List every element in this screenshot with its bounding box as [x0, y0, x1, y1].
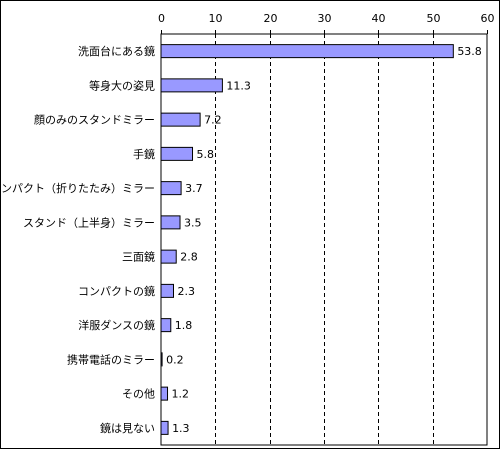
- category-label: 顔のみのスタンドミラー: [34, 113, 155, 127]
- x-tick-label: 0: [158, 12, 165, 25]
- axis-layer: 0 10 20 30 40 50 60: [158, 12, 495, 446]
- x-tick-label: 40: [372, 12, 386, 25]
- grid-layer: [215, 34, 434, 445]
- value-label: 2.3: [177, 285, 195, 298]
- bar: [160, 386, 169, 401]
- value-label: 0.2: [166, 353, 184, 366]
- bar: [160, 181, 182, 196]
- value-label: 2.8: [180, 251, 198, 264]
- bar: [160, 249, 177, 264]
- x-tick-label: 50: [427, 12, 441, 25]
- category-label: スタンド（上半身）ミラー: [23, 215, 155, 229]
- category-label: 手鏡: [133, 147, 155, 161]
- category-label: その他: [122, 388, 155, 401]
- bar: [160, 146, 194, 161]
- bar: [160, 283, 174, 298]
- bar: [160, 44, 454, 59]
- bar: [160, 318, 172, 333]
- x-tick-label: 10: [209, 12, 223, 25]
- x-tick-label: 30: [318, 12, 332, 25]
- category-label: コンパクトの鏡: [78, 284, 155, 298]
- category-label: 洗面台にある鏡: [78, 44, 155, 58]
- bar-layer: [160, 44, 454, 435]
- bar: [160, 78, 223, 93]
- value-label: 3.5: [184, 216, 202, 229]
- x-tick-label: 60: [481, 12, 495, 25]
- category-label: 等身大の姿見: [89, 78, 155, 92]
- label-layer: 洗面台にある鏡 53.8 等身大の姿見 11.3 顔のみのスタンドミラー 7.2 手鏡 5.8…: [0, 44, 482, 435]
- bar: [160, 420, 169, 435]
- bar: [160, 112, 201, 127]
- value-label: 1.3: [172, 422, 190, 435]
- value-label: 1.2: [172, 388, 190, 401]
- category-label: 鏡は見ない: [100, 421, 155, 435]
- value-label: 11.3: [226, 79, 251, 92]
- value-label: 1.8: [175, 319, 193, 332]
- category-label: 三面鏡: [122, 250, 155, 264]
- value-label: 53.8: [457, 45, 482, 58]
- category-label: 携帯電話のミラー: [67, 352, 155, 366]
- bar: [160, 215, 181, 230]
- value-label: 5.8: [197, 148, 215, 161]
- category-label: コンパクト（折りたたみ）ミラー: [1, 181, 155, 195]
- category-label: 洋服ダンスの鏡: [78, 318, 155, 332]
- value-label: 7.2: [204, 114, 222, 127]
- value-label: 3.7: [185, 182, 203, 195]
- x-tick-label: 20: [264, 12, 278, 25]
